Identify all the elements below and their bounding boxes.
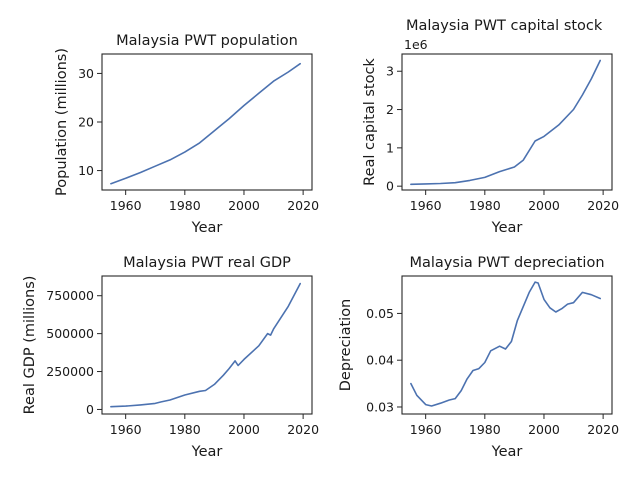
axes-frame bbox=[401, 53, 613, 191]
x-tick-label: 1960 bbox=[110, 198, 142, 213]
x-axis-label: Year bbox=[491, 444, 523, 460]
x-tick-label: 2020 bbox=[287, 198, 319, 213]
x-tick-label: 2000 bbox=[228, 198, 260, 213]
x-tick-label: 1960 bbox=[410, 422, 442, 437]
chart-capital-stock: 1960 1980 2000 2020 0 1 2 3 Malaysia PWT capital… bbox=[362, 18, 619, 236]
x-tick-label: 1980 bbox=[469, 422, 501, 437]
y-tick-label: 500000 bbox=[46, 326, 94, 341]
chart-title: Malaysia PWT population bbox=[116, 33, 298, 49]
y-tick-label: 0 bbox=[386, 179, 394, 194]
x-tick-label: 2000 bbox=[528, 422, 560, 437]
y-axis-label: Depreciation bbox=[338, 299, 354, 392]
y-tick-label: 0.04 bbox=[366, 353, 394, 368]
axes-frame bbox=[101, 275, 313, 415]
y-tick-label: 750000 bbox=[46, 288, 94, 303]
series-line bbox=[410, 281, 602, 407]
x-axis-label: Year bbox=[191, 220, 223, 236]
x-tick-label: 1980 bbox=[469, 198, 501, 213]
y-tick-label: 1 bbox=[386, 140, 394, 155]
y-tick-label: 10 bbox=[78, 163, 94, 178]
y-tick-label: 30 bbox=[78, 66, 94, 81]
chart-title: Malaysia PWT depreciation bbox=[409, 255, 604, 271]
y-tick-label: 0.03 bbox=[366, 399, 394, 414]
x-tick-label: 2000 bbox=[228, 422, 260, 437]
y-axis-label: Real GDP (millions) bbox=[22, 276, 38, 415]
series-line bbox=[110, 282, 302, 408]
chart-title: Malaysia PWT capital stock bbox=[406, 18, 603, 34]
x-tick-label: 2020 bbox=[587, 198, 619, 213]
series-line bbox=[110, 62, 302, 185]
chart-title: Malaysia PWT real GDP bbox=[123, 255, 291, 271]
y-tick-label: 2 bbox=[386, 102, 394, 117]
x-tick-label: 1960 bbox=[110, 422, 142, 437]
x-tick-label: 1960 bbox=[410, 198, 442, 213]
y-offset-label: 1e6 bbox=[404, 37, 428, 52]
chart-population: 1960 1980 2000 2020 10 20 30 Malaysia PWT popul… bbox=[54, 33, 319, 236]
x-axis-label: Year bbox=[191, 444, 223, 460]
axes-frame bbox=[401, 275, 613, 415]
y-axis-label: Real capital stock bbox=[362, 58, 378, 186]
y-axis-label: Population (millions) bbox=[54, 48, 70, 196]
series-line bbox=[410, 59, 602, 186]
x-axis-label: Year bbox=[491, 220, 523, 236]
chart-real-gdp: 1960 1980 2000 2020 0 250000 500000 750000 Malay… bbox=[22, 255, 319, 460]
y-tick-label: 250000 bbox=[46, 364, 94, 379]
x-tick-label: 2020 bbox=[587, 422, 619, 437]
chart-depreciation: 1960 1980 2000 2020 0.03 0.04 0.05 Malaysia PWT… bbox=[338, 255, 619, 460]
y-tick-label: 0.05 bbox=[366, 306, 394, 321]
axes-frame bbox=[101, 53, 313, 191]
x-tick-label: 2000 bbox=[528, 198, 560, 213]
x-tick-label: 1980 bbox=[169, 198, 201, 213]
y-tick-label: 3 bbox=[386, 64, 394, 79]
x-tick-label: 2020 bbox=[287, 422, 319, 437]
y-tick-label: 20 bbox=[78, 115, 94, 130]
x-tick-label: 1980 bbox=[169, 422, 201, 437]
y-tick-label: 0 bbox=[86, 402, 94, 417]
